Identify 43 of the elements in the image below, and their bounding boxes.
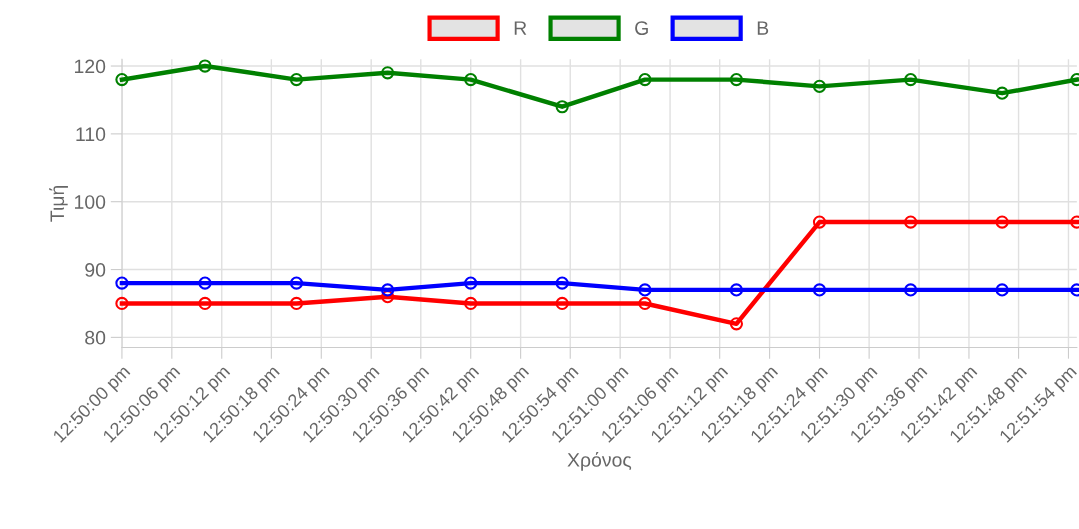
point [995, 86, 1009, 100]
point [638, 73, 652, 87]
point [812, 79, 827, 93]
point [638, 283, 652, 297]
point [198, 59, 212, 73]
point [729, 283, 744, 297]
point [381, 283, 395, 297]
point [729, 317, 744, 331]
y-tick-label: 80 [85, 330, 106, 345]
y-tick-label: 120 [75, 59, 106, 74]
point [289, 296, 304, 311]
x-axis-title: Χρόνος [567, 451, 632, 471]
y-tick-label: 110 [76, 127, 106, 142]
point [904, 215, 918, 229]
point [464, 276, 478, 290]
point [381, 66, 395, 80]
point [289, 73, 304, 87]
point [464, 73, 478, 87]
point [198, 276, 212, 290]
point [812, 283, 827, 297]
point [198, 296, 212, 311]
point [555, 100, 569, 114]
point [115, 73, 129, 87]
point [289, 276, 304, 290]
point [729, 73, 744, 87]
legend-label: R [514, 21, 527, 35]
point [995, 283, 1009, 297]
point [995, 215, 1009, 229]
legend-label: B [757, 21, 769, 35]
y-tick-label: 100 [75, 195, 106, 209]
legend-label: G [635, 21, 648, 35]
point [555, 296, 569, 311]
y-axis-title: Τιμή [49, 185, 68, 222]
point [638, 296, 652, 311]
point [464, 296, 478, 311]
y-tick-label: 90 [85, 263, 106, 277]
point [904, 73, 918, 87]
point [904, 283, 918, 297]
point [381, 290, 395, 304]
point [555, 276, 569, 290]
point [115, 296, 129, 311]
point [115, 276, 129, 290]
point [812, 215, 827, 229]
